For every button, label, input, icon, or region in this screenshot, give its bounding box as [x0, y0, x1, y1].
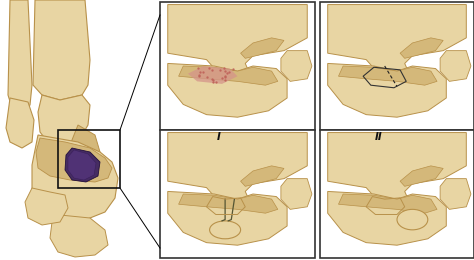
Polygon shape — [328, 5, 466, 79]
Polygon shape — [68, 150, 96, 180]
Polygon shape — [168, 5, 307, 79]
Bar — [320, 2, 474, 130]
Polygon shape — [65, 148, 100, 182]
Polygon shape — [32, 135, 118, 222]
Polygon shape — [168, 63, 287, 117]
Bar — [320, 130, 474, 258]
Polygon shape — [440, 179, 471, 209]
Bar — [160, 130, 315, 258]
Polygon shape — [338, 66, 437, 85]
Bar — [58, 130, 120, 188]
Polygon shape — [36, 138, 112, 182]
Polygon shape — [38, 95, 90, 148]
Polygon shape — [281, 179, 312, 209]
Polygon shape — [70, 125, 100, 168]
Polygon shape — [50, 215, 108, 257]
Polygon shape — [338, 194, 437, 213]
Ellipse shape — [397, 209, 428, 230]
Ellipse shape — [210, 221, 241, 239]
Polygon shape — [241, 38, 284, 58]
Polygon shape — [168, 191, 287, 245]
Polygon shape — [400, 38, 443, 58]
Polygon shape — [179, 66, 278, 85]
Polygon shape — [8, 0, 32, 112]
Polygon shape — [179, 194, 278, 213]
Bar — [160, 2, 315, 130]
Polygon shape — [241, 166, 284, 186]
Polygon shape — [33, 0, 90, 100]
Polygon shape — [328, 63, 447, 117]
Text: II: II — [374, 132, 383, 142]
Polygon shape — [400, 166, 443, 186]
Text: I: I — [217, 132, 221, 142]
Polygon shape — [440, 51, 471, 81]
Polygon shape — [281, 51, 312, 81]
Polygon shape — [328, 133, 466, 207]
Polygon shape — [25, 188, 68, 225]
Polygon shape — [6, 98, 34, 148]
Polygon shape — [328, 191, 447, 245]
Polygon shape — [188, 66, 237, 84]
Polygon shape — [168, 133, 307, 207]
